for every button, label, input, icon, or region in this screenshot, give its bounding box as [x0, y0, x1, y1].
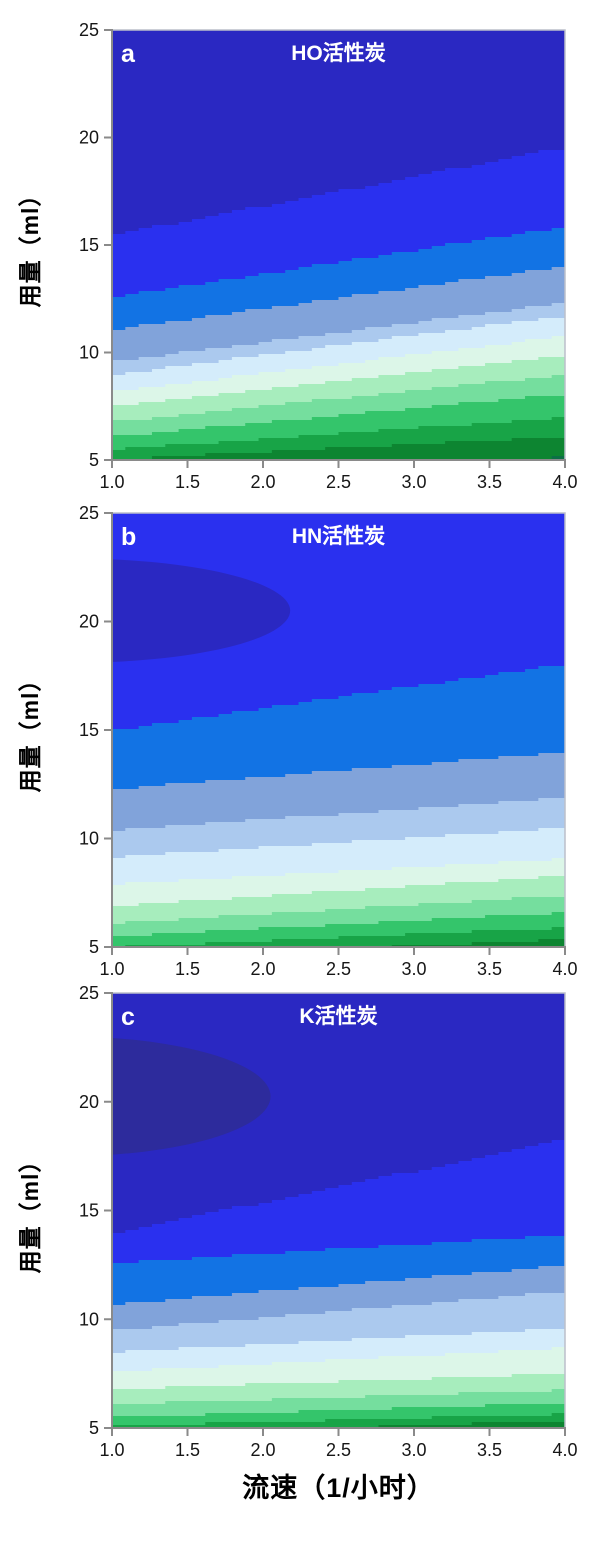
x-tick-label: 3.5	[477, 472, 502, 492]
contour-band-green	[112, 1413, 565, 1428]
y-axis-label-panel-a: 用量（ml）	[17, 182, 43, 308]
y-tick-label: 15	[79, 720, 99, 740]
x-tick-label: 1.0	[99, 472, 124, 492]
x-tick-label: 2.0	[250, 1440, 275, 1460]
y-axis-label-panel-c: 用量（ml）	[17, 1148, 43, 1274]
x-tick-label: 4.0	[552, 472, 577, 492]
contour-minimum-region	[112, 559, 291, 662]
contour-minimum-region	[112, 1038, 271, 1155]
panel-title-b: HN活性炭	[292, 524, 385, 548]
x-tick-label: 3.5	[477, 959, 502, 979]
y-tick-label: 5	[89, 937, 99, 957]
x-tick-label: 2.5	[326, 959, 351, 979]
x-tick-label: 3.0	[401, 1440, 426, 1460]
x-tick-label: 2.5	[326, 1440, 351, 1460]
x-tick-label: 1.5	[175, 472, 200, 492]
panel-b: 25 20 15 10 51.0 1.5 2.0 2.5 3.0 3.5 4.0 HN活性炭 b	[79, 503, 578, 979]
x-tick-label: 2.0	[250, 472, 275, 492]
contour-band-green	[125, 927, 565, 947]
x-tick-label: 2.5	[326, 472, 351, 492]
contour-band-dark_green	[391, 939, 565, 947]
x-tick-label: 4.0	[552, 959, 577, 979]
x-tick-label: 4.0	[552, 1440, 577, 1460]
x-tick-label: 3.0	[401, 472, 426, 492]
plot-area-a	[112, 30, 565, 460]
y-tick-label: 25	[79, 503, 99, 523]
panel-c: 25 20 15 10 51.0 1.5 2.0 2.5 3.0 3.5 4.0 K活性炭 c	[79, 983, 578, 1460]
plot-area-b	[112, 513, 565, 947]
y-tick-label: 5	[89, 1418, 99, 1438]
x-tick-label: 1.5	[175, 1440, 200, 1460]
contour-band-dark_green	[285, 1419, 565, 1428]
y-axis-label-panel-b: 用量（ml）	[17, 667, 43, 793]
y-tick-label: 15	[79, 1201, 99, 1221]
x-tick-label: 2.0	[250, 959, 275, 979]
y-tick-label: 20	[79, 128, 99, 148]
y-tick-label: 20	[79, 1092, 99, 1112]
x-tick-label: 3.5	[477, 1440, 502, 1460]
panel-letter-b: b	[121, 523, 136, 551]
y-tick-label: 10	[79, 1309, 99, 1329]
x-tick-label: 1.0	[99, 1440, 124, 1460]
panel-letter-c: c	[121, 1003, 135, 1031]
y-tick-label: 5	[89, 450, 99, 470]
panel-title-a: HO活性炭	[291, 41, 386, 65]
x-axis-label: 流速（1/小时）	[242, 1473, 435, 1503]
panel-letter-a: a	[121, 40, 136, 68]
y-tick-label: 10	[79, 829, 99, 849]
y-tick-label: 25	[79, 20, 99, 40]
y-tick-label: 15	[79, 235, 99, 255]
x-tick-label: 3.0	[401, 959, 426, 979]
y-tick-label: 20	[79, 612, 99, 632]
contour-band-dark_green	[112, 435, 565, 460]
x-tick-label: 1.5	[175, 959, 200, 979]
panel-a: 25 20 15 10 51.0 1.5 2.0 2.5 3.0 3.5 4.0 HO活性炭 a	[79, 20, 578, 492]
y-tick-label: 10	[79, 343, 99, 363]
panel-title-c: K活性炭	[299, 1004, 377, 1028]
x-tick-label: 1.0	[99, 959, 124, 979]
plot-area-c	[112, 993, 565, 1428]
y-tick-label: 25	[79, 983, 99, 1003]
